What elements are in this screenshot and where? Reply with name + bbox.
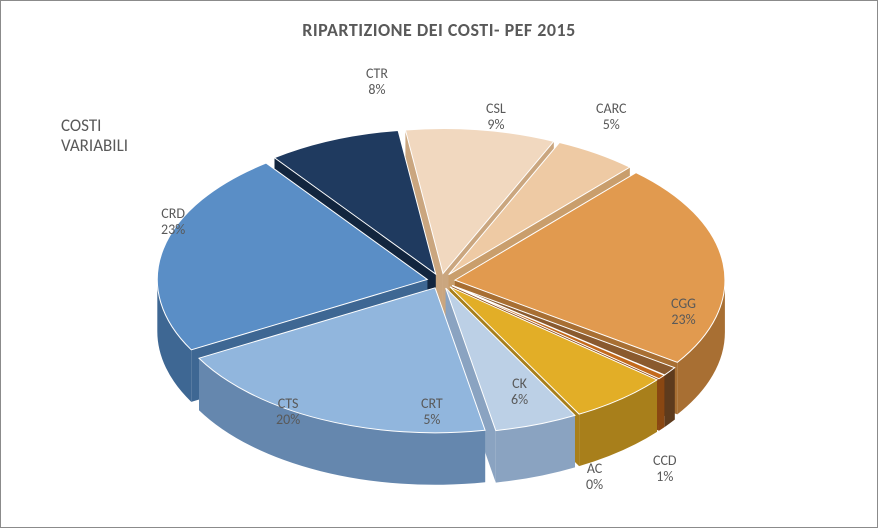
slice-label-cts: CTS20% <box>276 396 300 428</box>
slice-name: CRD <box>161 205 185 222</box>
slice-name: CGG <box>671 295 696 312</box>
slice-pct: 23% <box>161 221 185 238</box>
slice-name: CCD <box>653 452 677 469</box>
slice-wall <box>659 375 664 431</box>
slice-name: CTS <box>278 395 299 412</box>
slice-pct: 1% <box>656 468 673 485</box>
chart-frame: RIPARTIZIONE DEI COSTI- PEF 2015 COSTIVA… <box>0 0 878 528</box>
pie-svg <box>1 1 878 528</box>
slice-name: CRT <box>421 395 443 412</box>
slice-label-ac: AC0% <box>586 461 603 493</box>
slice-label-crt: CRT5% <box>421 396 443 428</box>
slice-pct: 9% <box>487 116 504 133</box>
slice-label-ck: CK6% <box>511 376 528 408</box>
slice-name: CTR <box>366 65 388 82</box>
slice-pct: 5% <box>603 116 620 133</box>
slice-pct: 5% <box>423 411 440 428</box>
pie-chart <box>1 1 877 527</box>
slice-label-csl: CSL9% <box>486 101 506 133</box>
slice-pct: 0% <box>586 476 603 493</box>
slice-label-ctr: CTR8% <box>366 66 388 98</box>
slice-pct: 6% <box>511 391 528 408</box>
slice-pct: 8% <box>368 81 385 98</box>
slice-name: CK <box>512 375 527 392</box>
slice-pct: 23% <box>671 311 695 328</box>
slice-label-ccd: CCD1% <box>653 453 677 485</box>
slice-wall <box>665 368 675 427</box>
slice-label-cgg: CGG23% <box>671 296 696 328</box>
slice-name: CSL <box>486 100 506 117</box>
slice-pct: 20% <box>276 411 300 428</box>
slice-name: CARC <box>596 100 627 117</box>
slice-label-crd: CRD23% <box>161 206 185 238</box>
slice-label-carc: CARC5% <box>596 101 627 133</box>
slice-name: AC <box>587 460 602 477</box>
